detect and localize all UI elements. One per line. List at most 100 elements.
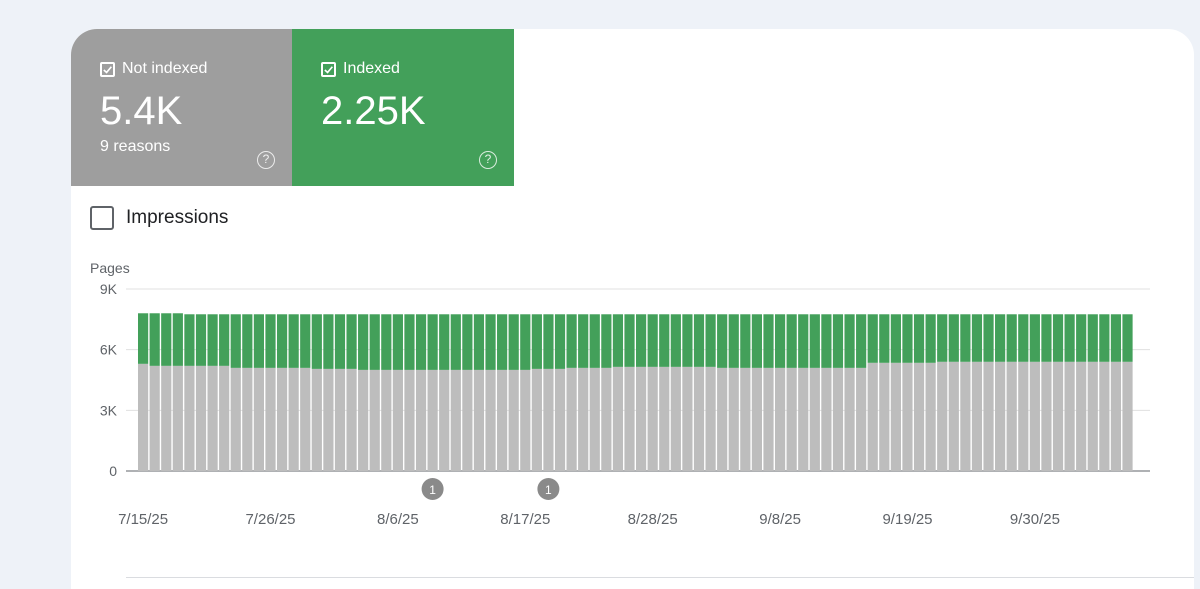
- bar-not-indexed: [462, 369, 473, 471]
- bar-indexed: [427, 314, 438, 370]
- indexed-metric-tile[interactable]: Indexed 2.25K ?: [292, 29, 514, 186]
- not-indexed-header: Not indexed: [100, 60, 207, 78]
- impressions-toggle[interactable]: Impressions: [90, 206, 228, 230]
- impressions-label: Impressions: [126, 207, 229, 228]
- x-tick-label: 7/26/25: [245, 511, 295, 528]
- bar-indexed: [693, 314, 705, 367]
- y-tick-label: 9K: [100, 281, 118, 297]
- bar-indexed: [786, 314, 797, 368]
- bar-indexed: [601, 314, 612, 368]
- x-tick-label: 8/17/25: [500, 511, 550, 528]
- bar-not-indexed: [566, 367, 577, 471]
- bar-not-indexed: [659, 366, 670, 471]
- bar-indexed: [995, 314, 1006, 362]
- annotation-label: 1: [429, 483, 436, 497]
- bar-not-indexed: [531, 368, 542, 471]
- not-indexed-metric-tile[interactable]: Not indexed 5.4K 9 reasons ?: [71, 29, 292, 186]
- bar-indexed: [172, 313, 183, 366]
- bar-not-indexed: [138, 363, 149, 471]
- bar-indexed: [832, 314, 844, 368]
- bar-not-indexed: [543, 368, 554, 471]
- bar-indexed: [520, 314, 531, 370]
- bar-indexed: [948, 314, 959, 362]
- bar-not-indexed: [693, 366, 705, 471]
- bar-not-indexed: [497, 369, 508, 471]
- bar-not-indexed: [1041, 361, 1052, 471]
- bar-not-indexed: [219, 365, 230, 471]
- not-indexed-reasons: 9 reasons: [100, 138, 171, 155]
- checkmark-icon: [103, 65, 112, 74]
- bar-indexed: [1041, 314, 1052, 362]
- bar-not-indexed: [381, 369, 392, 471]
- bar-not-indexed: [149, 365, 160, 471]
- not-indexed-value: 5.4K: [100, 89, 183, 133]
- bar-not-indexed: [554, 368, 566, 471]
- bar-not-indexed: [230, 367, 241, 471]
- bar-not-indexed: [1076, 361, 1087, 471]
- annotation-label: 1: [545, 483, 552, 497]
- bar-not-indexed: [890, 362, 901, 471]
- bar-indexed: [138, 313, 149, 364]
- bar-not-indexed: [589, 367, 600, 471]
- bar-not-indexed: [937, 361, 948, 471]
- bar-indexed: [636, 314, 647, 367]
- bar-not-indexed: [774, 367, 786, 471]
- bar-not-indexed: [508, 369, 519, 471]
- help-icon[interactable]: ?: [257, 151, 275, 169]
- bar-not-indexed: [404, 369, 415, 471]
- bar-indexed: [462, 314, 473, 370]
- bar-not-indexed: [161, 365, 172, 471]
- bar-indexed: [323, 314, 334, 369]
- x-tick-label: 9/30/25: [1010, 511, 1060, 528]
- bar-indexed: [358, 314, 369, 370]
- bar-not-indexed: [902, 362, 913, 471]
- bar-not-indexed: [253, 367, 264, 471]
- x-tick-label: 7/15/25: [118, 511, 168, 528]
- bar-not-indexed: [415, 369, 427, 471]
- bar-not-indexed: [728, 367, 739, 471]
- bar-not-indexed: [786, 367, 797, 471]
- bar-indexed: [566, 314, 577, 368]
- bar-not-indexed: [925, 362, 936, 471]
- bar-not-indexed: [334, 368, 346, 471]
- bar-not-indexed: [1122, 361, 1133, 471]
- bar-indexed: [670, 314, 681, 367]
- bar-indexed: [763, 314, 774, 368]
- bar-indexed: [195, 314, 207, 366]
- indexed-checkbox[interactable]: [321, 61, 336, 77]
- bar-not-indexed: [242, 367, 253, 471]
- bar-indexed: [971, 314, 983, 362]
- impressions-checkbox[interactable]: [90, 206, 114, 230]
- bar-indexed: [983, 314, 994, 362]
- annotation-marker: [421, 478, 444, 500]
- bar-indexed: [856, 314, 867, 368]
- bar-indexed: [578, 314, 589, 368]
- bar-not-indexed: [207, 365, 218, 471]
- bar-not-indexed: [1018, 361, 1029, 471]
- bar-not-indexed: [323, 368, 334, 471]
- bar-not-indexed: [265, 367, 276, 471]
- help-icon[interactable]: ?: [479, 151, 497, 169]
- index-coverage-card: Not indexed 5.4K 9 reasons ? Indexed 2.2…: [71, 29, 1194, 589]
- bar-indexed: [890, 314, 901, 363]
- pages-chart: Pages 0 3K 6K 9K 7/15/25 7/26/25 8/6/25 8/17/25 8…: [90, 260, 1150, 528]
- bar-not-indexed: [670, 366, 681, 471]
- bar-not-indexed: [1064, 361, 1075, 471]
- bar-not-indexed: [809, 367, 820, 471]
- bar-not-indexed: [740, 367, 751, 471]
- checkmark-icon: [324, 65, 333, 74]
- bar-indexed: [219, 314, 230, 366]
- bar-indexed: [612, 314, 624, 367]
- bar-not-indexed: [856, 367, 867, 471]
- y-axis-label: Pages: [90, 260, 130, 276]
- bar-not-indexed: [601, 367, 612, 471]
- not-indexed-checkbox[interactable]: [100, 61, 115, 77]
- bar-not-indexed: [578, 367, 589, 471]
- bar-indexed: [1099, 314, 1110, 362]
- bar-indexed: [1006, 314, 1017, 362]
- bar-not-indexed: [1029, 361, 1040, 471]
- bar-indexed: [647, 314, 658, 367]
- indexed-value: 2.25K: [321, 89, 426, 133]
- bar-indexed: [265, 314, 276, 368]
- bar-indexed: [404, 314, 415, 370]
